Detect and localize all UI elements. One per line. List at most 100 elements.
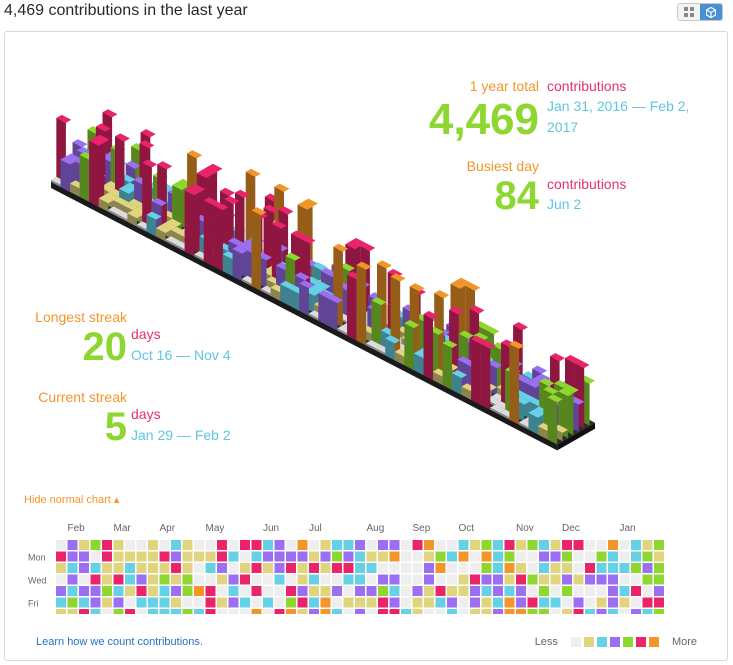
calendar-day-cell[interactable] — [481, 586, 492, 596]
calendar-day-cell[interactable] — [125, 563, 135, 573]
calendar-day-cell[interactable] — [366, 574, 377, 585]
calendar-day-cell[interactable] — [412, 609, 423, 614]
calendar-day-cell[interactable] — [401, 586, 411, 596]
calendar-day-cell[interactable] — [343, 563, 354, 573]
calendar-day-cell[interactable] — [401, 540, 411, 550]
calendar-day-cell[interactable] — [539, 586, 549, 596]
calendar-day-cell[interactable] — [125, 609, 135, 614]
calendar-day-cell[interactable] — [263, 540, 273, 550]
calendar-day-cell[interactable] — [297, 574, 308, 585]
calendar-day-cell[interactable] — [355, 563, 365, 573]
calendar-day-cell[interactable] — [458, 597, 469, 608]
calendar-day-cell[interactable] — [378, 609, 388, 614]
calendar-day-cell[interactable] — [113, 609, 124, 614]
calendar-day-cell[interactable] — [79, 597, 89, 608]
calendar-day-cell[interactable] — [493, 551, 503, 562]
calendar-day-cell[interactable] — [516, 551, 526, 562]
calendar-day-cell[interactable] — [608, 563, 618, 573]
calendar-day-cell[interactable] — [274, 597, 285, 608]
calendar-day-cell[interactable] — [401, 609, 411, 614]
calendar-day-cell[interactable] — [527, 597, 538, 608]
calendar-day-cell[interactable] — [136, 586, 147, 596]
calendar-day-cell[interactable] — [136, 597, 147, 608]
calendar-day-cell[interactable] — [286, 586, 296, 596]
calendar-day-cell[interactable] — [263, 551, 273, 562]
calendar-day-cell[interactable] — [447, 609, 457, 614]
calendar-day-cell[interactable] — [631, 563, 641, 573]
calendar-day-cell[interactable] — [504, 609, 515, 614]
calendar-day-cell[interactable] — [412, 586, 423, 596]
calendar-day-cell[interactable] — [562, 540, 572, 550]
calendar-day-cell[interactable] — [631, 597, 641, 608]
calendar-day-cell[interactable] — [148, 597, 158, 608]
calendar-day-cell[interactable] — [504, 586, 515, 596]
calendar-day-cell[interactable] — [125, 574, 135, 585]
calendar-day-cell[interactable] — [642, 586, 653, 596]
calendar-day-cell[interactable] — [136, 574, 147, 585]
calendar-day-cell[interactable] — [67, 551, 78, 562]
hide-normal-chart-link[interactable]: Hide normal chart ▴ — [24, 494, 120, 506]
calendar-day-cell[interactable] — [412, 551, 423, 562]
calendar-day-cell[interactable] — [493, 563, 503, 573]
isometric-view-button[interactable] — [700, 4, 722, 20]
calendar-day-cell[interactable] — [642, 609, 653, 614]
calendar-day-cell[interactable] — [228, 609, 239, 614]
calendar-day-cell[interactable] — [297, 551, 308, 562]
calendar-day-cell[interactable] — [113, 574, 124, 585]
calendar-day-cell[interactable] — [573, 563, 584, 573]
calendar-day-cell[interactable] — [286, 574, 296, 585]
calendar-day-cell[interactable] — [389, 563, 400, 573]
calendar-day-cell[interactable] — [493, 586, 503, 596]
calendar-day-cell[interactable] — [470, 586, 480, 596]
calendar-day-cell[interactable] — [481, 574, 492, 585]
calendar-day-cell[interactable] — [113, 597, 124, 608]
calendar-day-cell[interactable] — [113, 540, 124, 550]
calendar-day-cell[interactable] — [654, 551, 664, 562]
calendar-day-cell[interactable] — [228, 563, 239, 573]
calendar-day-cell[interactable] — [263, 574, 273, 585]
calendar-day-cell[interactable] — [309, 574, 319, 585]
calendar-day-cell[interactable] — [527, 574, 538, 585]
calendar-day-cell[interactable] — [389, 551, 400, 562]
calendar-day-cell[interactable] — [194, 609, 204, 614]
calendar-day-cell[interactable] — [320, 609, 331, 614]
calendar-day-cell[interactable] — [228, 551, 239, 562]
calendar-day-cell[interactable] — [470, 551, 480, 562]
calendar-day-cell[interactable] — [654, 563, 664, 573]
calendar-day-cell[interactable] — [343, 551, 354, 562]
calendar-day-cell[interactable] — [217, 540, 227, 550]
calendar-day-cell[interactable] — [171, 551, 181, 562]
calendar-day-cell[interactable] — [539, 574, 549, 585]
calendar-day-cell[interactable] — [527, 586, 538, 596]
calendar-day-cell[interactable] — [194, 563, 204, 573]
calendar-day-cell[interactable] — [205, 574, 216, 585]
calendar-day-cell[interactable] — [274, 609, 285, 614]
calendar-day-cell[interactable] — [527, 551, 538, 562]
calendar-day-cell[interactable] — [286, 597, 296, 608]
calendar-day-cell[interactable] — [424, 586, 434, 596]
calendar-day-cell[interactable] — [182, 540, 193, 550]
calendar-day-cell[interactable] — [470, 563, 480, 573]
calendar-day-cell[interactable] — [573, 597, 584, 608]
calendar-day-cell[interactable] — [90, 597, 101, 608]
calendar-day-cell[interactable] — [470, 574, 480, 585]
calendar-day-cell[interactable] — [228, 574, 239, 585]
calendar-day-cell[interactable] — [148, 551, 158, 562]
calendar-day-cell[interactable] — [366, 563, 377, 573]
calendar-day-cell[interactable] — [470, 609, 480, 614]
calendar-day-cell[interactable] — [424, 551, 434, 562]
calendar-day-cell[interactable] — [90, 540, 101, 550]
calendar-day-cell[interactable] — [493, 574, 503, 585]
calendar-day-cell[interactable] — [516, 609, 526, 614]
calendar-day-cell[interactable] — [79, 574, 89, 585]
calendar-day-cell[interactable] — [642, 551, 653, 562]
calendar-day-cell[interactable] — [148, 540, 158, 550]
calendar-day-cell[interactable] — [79, 540, 89, 550]
calendar-day-cell[interactable] — [481, 597, 492, 608]
calendar-day-cell[interactable] — [608, 540, 618, 550]
calendar-day-cell[interactable] — [332, 609, 342, 614]
calendar-day-cell[interactable] — [619, 574, 630, 585]
calendar-day-cell[interactable] — [585, 597, 595, 608]
calendar-day-cell[interactable] — [654, 586, 664, 596]
calendar-day-cell[interactable] — [642, 597, 653, 608]
